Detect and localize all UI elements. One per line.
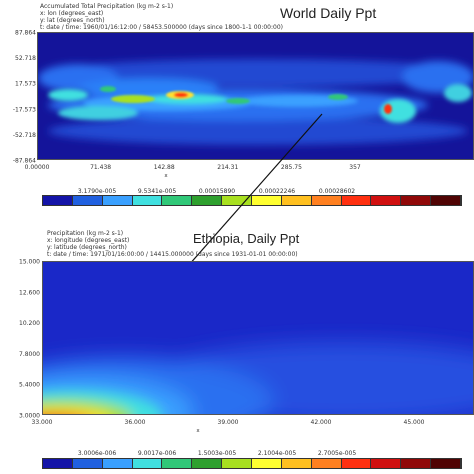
y-tick-label: 87.864: [15, 30, 36, 37]
colorbar-label: 9.5341e-005: [138, 188, 176, 195]
colorbar-swatch: [401, 196, 432, 205]
world-y-axis: 87.864 52.718 17.573 -17.573 -52.718 -87.864: [13, 30, 36, 165]
x-tick-label: 357: [349, 164, 361, 171]
colorbar-swatch: [192, 459, 223, 468]
y-tick-label: 3.0000: [19, 413, 40, 420]
colorbar-swatch: [281, 459, 312, 468]
ethiopia-y-axis: 15.000 12.600 10.200 7.8000 5.4000 3.0000: [19, 259, 40, 420]
x-tick-label: 33.000: [32, 419, 53, 426]
colorbar-swatch: [431, 459, 461, 468]
colorbar-swatch: [252, 459, 282, 468]
colorbar-swatch: [132, 196, 163, 205]
colorbar-swatch: [341, 459, 372, 468]
y-tick-label: -87.864: [13, 158, 36, 165]
colorbar-swatch: [222, 459, 252, 468]
y-tick-label: 7.8000: [19, 351, 40, 358]
ethiopia-header-line-3: y: latitude (degrees_north): [47, 244, 127, 251]
x-tick-label: 45.000: [404, 419, 425, 426]
colorbar-swatch: [43, 196, 73, 205]
y-tick-label: 12.600: [19, 289, 40, 296]
colorbar-swatch: [311, 196, 342, 205]
world-colorbar: [42, 195, 462, 206]
x-tick-label: 285.75: [281, 164, 302, 171]
colorbar-swatch: [102, 196, 133, 205]
world-x-axis: 0.00000 71.438 142.88 214.31 285.75 357 x: [25, 164, 361, 179]
colorbar-label: 0.00022246: [259, 188, 295, 195]
colorbar-label: 2.7005e-005: [318, 450, 356, 457]
colorbar-label: 9.0017e-006: [138, 450, 176, 457]
ethiopia-header-line-2: x: longitude (degrees_east): [47, 237, 130, 244]
world-chart-title: World Daily Ppt: [280, 5, 377, 21]
y-tick-label: -52.718: [13, 132, 36, 139]
ethiopia-chart-title: Ethiopia, Daily Ppt: [193, 231, 300, 246]
world-plot-area: [37, 32, 474, 160]
ethiopia-header-line-4: t: date / time: 1971/01/16:00:00 / 14415…: [47, 251, 298, 258]
world-header-line-1: Accumulated Total Precipitation (kg m-2 …: [40, 3, 174, 10]
world-header-line-4: t: date / time: 1960/01/16:12:00 / 58453…: [40, 24, 283, 31]
colorbar-swatch: [311, 459, 342, 468]
y-tick-label: 52.718: [15, 55, 36, 62]
y-tick-label: 5.4000: [19, 382, 40, 389]
y-tick-label: 10.200: [19, 320, 40, 327]
y-tick-label: 15.000: [19, 259, 40, 266]
x-axis-label: x: [164, 173, 168, 179]
y-tick-label: -17.573: [13, 106, 36, 113]
world-heatmap: [38, 33, 473, 159]
y-tick-label: 17.573: [15, 81, 36, 88]
colorbar-swatch: [281, 196, 312, 205]
ethiopia-colorbar: [42, 458, 462, 469]
ethiopia-header-line-1: Precipitation (kg m-2 s-1): [47, 230, 124, 237]
x-tick-label: 0.00000: [25, 164, 50, 171]
colorbar-label: 1.5003e-005: [198, 450, 236, 457]
x-tick-label: 71.438: [90, 164, 111, 171]
ethiopia-colorbar-labels: 3.0006e-006 9.0017e-006 1.5003e-005 2.1004e…: [78, 450, 356, 457]
x-axis-label: x: [196, 428, 200, 434]
colorbar-swatch: [162, 196, 193, 205]
world-colorbar-labels: 3.1790e-005 9.5341e-005 0.00015890 0.000222…: [78, 188, 355, 195]
colorbar-swatch: [401, 459, 432, 468]
ethiopia-x-axis: 33.000 36.000 39.000 42.000 45.000 x: [32, 419, 425, 434]
colorbar-swatch: [192, 196, 223, 205]
colorbar-label: 3.1790e-005: [78, 188, 116, 195]
ethiopia-chart: Precipitation (kg m-2 s-1) x: longitude …: [0, 226, 474, 474]
world-header-line-2: x: lon (degrees_east): [40, 10, 104, 17]
colorbar-swatch: [341, 196, 372, 205]
ethiopia-plot-area: [42, 261, 474, 415]
colorbar-swatch: [431, 196, 461, 205]
colorbar-swatch: [162, 459, 193, 468]
colorbar-swatch: [102, 459, 133, 468]
ethiopia-heatmap: [43, 262, 473, 414]
world-chart: Accumulated Total Precipitation (kg m-2 …: [0, 0, 474, 215]
colorbar-swatch: [43, 459, 73, 468]
colorbar-label: 2.1004e-005: [258, 450, 296, 457]
colorbar-label: 0.00028602: [319, 188, 355, 195]
colorbar-swatch: [371, 459, 402, 468]
x-tick-label: 42.000: [311, 419, 332, 426]
x-tick-label: 36.000: [125, 419, 146, 426]
colorbar-swatch: [72, 196, 103, 205]
x-tick-label: 142.88: [154, 164, 175, 171]
colorbar-swatch: [371, 196, 402, 205]
world-header-line-3: y: lat (degrees_north): [40, 17, 105, 24]
colorbar-label: 0.00015890: [199, 188, 235, 195]
colorbar-swatch: [252, 196, 282, 205]
colorbar-swatch: [132, 459, 163, 468]
colorbar-swatch: [222, 196, 252, 205]
x-tick-label: 214.31: [217, 164, 238, 171]
colorbar-swatch: [72, 459, 103, 468]
x-tick-label: 39.000: [218, 419, 239, 426]
colorbar-label: 3.0006e-006: [78, 450, 116, 457]
